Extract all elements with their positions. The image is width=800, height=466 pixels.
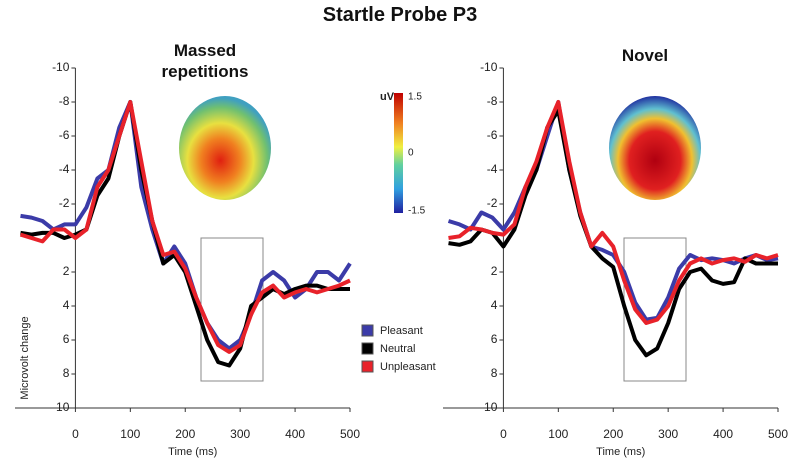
- y-tick-label: -8: [487, 94, 498, 108]
- y-tick-label: -10: [52, 60, 70, 74]
- page-title: Startle Probe P3: [322, 4, 478, 26]
- x-tick-label: 0: [500, 427, 507, 441]
- y-tick-label: -2: [487, 196, 498, 210]
- x-axis-label: Time (ms): [168, 446, 217, 458]
- x-tick-label: 300: [658, 427, 678, 441]
- x-tick-label: 500: [340, 427, 360, 441]
- x-tick-label: 100: [120, 427, 140, 441]
- x-tick-label: 500: [768, 427, 788, 441]
- y-tick-label: -6: [59, 128, 70, 142]
- legend-label: Pleasant: [380, 325, 423, 337]
- legend-swatch: [361, 324, 374, 337]
- colorbar-tick: -1.5: [408, 206, 426, 217]
- x-tick-label: 400: [713, 427, 733, 441]
- y-tick-label: 2: [491, 264, 498, 278]
- y-axis-label: Microvolt change: [19, 316, 31, 399]
- y-tick-label: -6: [487, 128, 498, 142]
- legend-label: Unpleasant: [380, 361, 436, 373]
- y-tick-label: 6: [63, 332, 70, 346]
- colorbar: [394, 93, 403, 213]
- y-tick-label: -4: [59, 162, 70, 176]
- y-tick-label: 2: [63, 264, 70, 278]
- x-tick-label: 200: [603, 427, 623, 441]
- y-tick-label: 8: [63, 366, 70, 380]
- y-tick-label: 6: [491, 332, 498, 346]
- legend-swatch: [361, 342, 374, 355]
- series-line: [19, 100, 351, 354]
- y-tick-label: 10: [56, 400, 70, 414]
- x-tick-label: 100: [548, 427, 568, 441]
- y-tick-label: 4: [63, 298, 70, 312]
- y-tick-label: 4: [491, 298, 498, 312]
- series-line: [448, 100, 779, 325]
- head-map: [179, 96, 271, 200]
- legend-swatch: [361, 360, 374, 373]
- series-line: [448, 108, 778, 358]
- x-tick-label: 300: [230, 427, 250, 441]
- panel-title: Massed repetitions: [161, 41, 249, 81]
- legend-label: Neutral: [380, 343, 415, 355]
- y-tick-label: -4: [487, 162, 498, 176]
- x-tick-label: 0: [72, 427, 79, 441]
- head-map: [609, 96, 701, 200]
- x-tick-label: 200: [175, 427, 195, 441]
- colorbar-tick: 0: [408, 148, 414, 159]
- y-tick-label: -2: [59, 196, 70, 210]
- x-axis-label: Time (ms): [596, 446, 645, 458]
- y-tick-label: 10: [484, 400, 498, 414]
- colorbar-label: uV: [380, 91, 395, 103]
- y-tick-label: -10: [480, 60, 498, 74]
- panel-title: Novel: [621, 46, 669, 65]
- x-tick-label: 400: [285, 427, 305, 441]
- y-tick-label: 8: [491, 366, 498, 380]
- colorbar-tick: 1.5: [408, 92, 422, 103]
- y-tick-label: -8: [59, 94, 70, 108]
- series-line: [20, 100, 352, 351]
